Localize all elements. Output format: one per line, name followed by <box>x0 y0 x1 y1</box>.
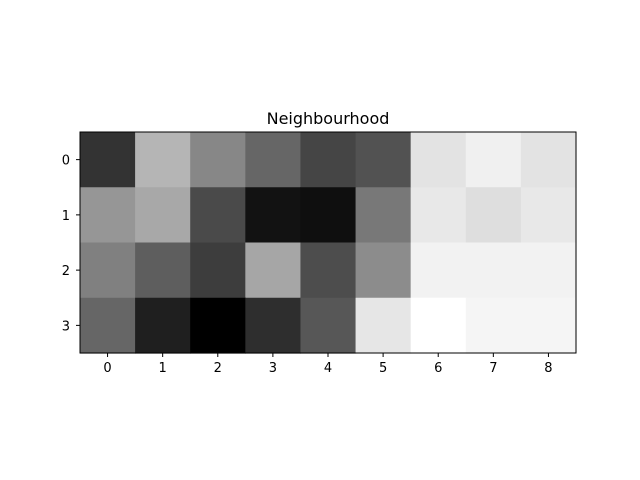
heatmap-cell-r3-c6 <box>410 297 467 354</box>
heatmap-cell-r0-c0 <box>80 132 136 188</box>
x-tick-label-6: 6 <box>434 361 442 376</box>
heatmap-cell-r1-c2 <box>190 187 246 244</box>
heatmap-cell-r2-c8 <box>520 242 577 299</box>
heatmap-cell-r3-c1 <box>135 297 191 354</box>
heatmap-cells <box>80 132 577 354</box>
heatmap-cell-r2-c2 <box>190 242 246 299</box>
y-tick-label-3: 3 <box>62 319 70 334</box>
heatmap-cell-r0-c8 <box>520 132 577 188</box>
heatmap-cell-r2-c4 <box>300 242 357 299</box>
heatmap-cell-r1-c4 <box>300 187 357 244</box>
heatmap-cell-r3-c0 <box>80 297 136 354</box>
x-tick-label-7: 7 <box>489 361 497 376</box>
heatmap-cell-r2-c5 <box>355 242 412 299</box>
x-tick-label-8: 8 <box>544 361 552 376</box>
y-tick-label-0: 0 <box>62 154 70 169</box>
heatmap-cell-r1-c0 <box>80 187 136 244</box>
x-tick-label-2: 2 <box>214 361 222 376</box>
x-tick-label-3: 3 <box>269 361 277 376</box>
heatmap-cell-r2-c3 <box>245 242 302 299</box>
heatmap-cell-r3-c2 <box>190 297 246 354</box>
heatmap-cell-r0-c7 <box>465 132 522 188</box>
heatmap-cell-r2-c1 <box>135 242 191 299</box>
heatmap-cell-r0-c5 <box>355 132 412 188</box>
y-tick-label-2: 2 <box>62 264 70 279</box>
heatmap-cell-r1-c8 <box>520 187 577 244</box>
heatmap-cell-r3-c7 <box>465 297 522 354</box>
heatmap-cell-r2-c0 <box>80 242 136 299</box>
heatmap-cell-r0-c2 <box>190 132 246 188</box>
heatmap-cell-r0-c6 <box>410 132 467 188</box>
y-tick-label-1: 1 <box>62 209 70 224</box>
x-tick-label-0: 0 <box>103 361 111 376</box>
heatmap-cell-r0-c4 <box>300 132 357 188</box>
heatmap-cell-r0-c3 <box>245 132 302 188</box>
chart-title: Neighbourhood <box>267 109 390 128</box>
heatmap-cell-r1-c3 <box>245 187 302 244</box>
x-axis: 0 1 2 3 4 5 6 7 8 <box>103 353 553 376</box>
heatmap-cell-r3-c3 <box>245 297 302 354</box>
heatmap-cell-r1-c7 <box>465 187 522 244</box>
heatmap-cell-r3-c4 <box>300 297 357 354</box>
x-tick-label-1: 1 <box>159 361 167 376</box>
heatmap-cell-r2-c6 <box>410 242 467 299</box>
heatmap-cell-r1-c6 <box>410 187 467 244</box>
heatmap-cell-r1-c5 <box>355 187 412 244</box>
x-tick-label-4: 4 <box>324 361 332 376</box>
heatmap-cell-r3-c8 <box>520 297 577 354</box>
x-tick-label-5: 5 <box>379 361 387 376</box>
heatmap-cell-r2-c7 <box>465 242 522 299</box>
heatmap-cell-r1-c1 <box>135 187 191 244</box>
heatmap-cell-r3-c5 <box>355 297 412 354</box>
y-axis: 0 1 2 3 <box>62 154 80 334</box>
heatmap-cell-r0-c1 <box>135 132 191 188</box>
